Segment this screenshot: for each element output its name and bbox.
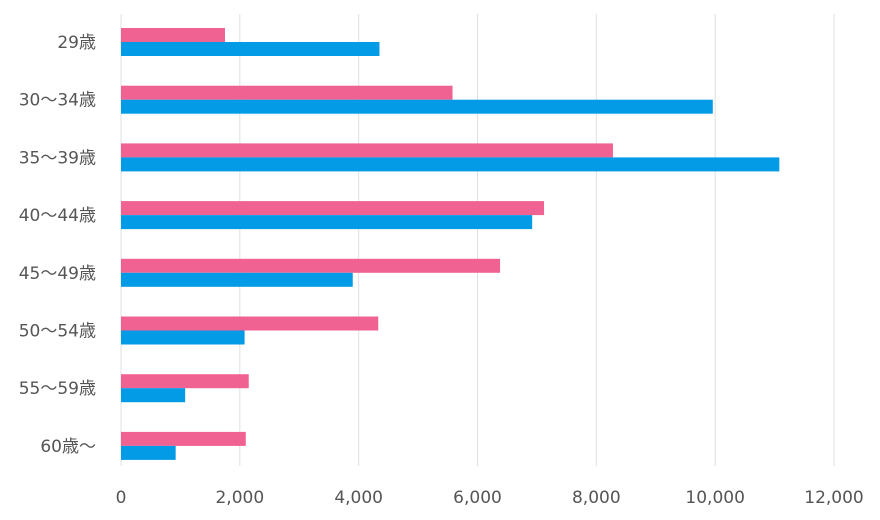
bar-series-2 xyxy=(121,157,780,172)
bar-series-2 xyxy=(121,272,353,287)
bar-series-1 xyxy=(121,258,501,273)
bar-series-1 xyxy=(121,374,249,389)
x-tick-label: 0 xyxy=(116,488,127,508)
grid-lines xyxy=(120,14,835,466)
bar-series-1 xyxy=(121,316,379,331)
bar-series-2 xyxy=(121,388,186,403)
bar-series-1 xyxy=(121,143,613,158)
bar-series-2 xyxy=(121,215,533,230)
bar-series-1 xyxy=(121,28,225,42)
x-tick-label: 4,000 xyxy=(334,488,383,508)
category-label: 40〜44歳 xyxy=(19,206,96,226)
category-label: 35〜39歳 xyxy=(19,148,96,168)
bar-series-1 xyxy=(121,85,453,100)
x-tick-label: 12,000 xyxy=(804,488,863,508)
x-tick-label: 6,000 xyxy=(453,488,502,508)
category-label: 55〜59歳 xyxy=(19,379,96,399)
bar-marks xyxy=(121,28,780,460)
x-tick-label: 8,000 xyxy=(572,488,621,508)
bar-series-1 xyxy=(121,201,545,216)
category-label: 29歳 xyxy=(57,33,96,53)
x-tick-label: 10,000 xyxy=(685,488,744,508)
category-label: 60歳〜 xyxy=(40,437,96,457)
bar-series-1 xyxy=(121,431,246,446)
bar-series-2 xyxy=(121,445,176,460)
category-labels: 29歳 30〜34歳 35〜39歳 40〜44歳 45〜49歳 50〜54歳 55〜59歳 6… xyxy=(19,33,96,457)
category-label: 50〜54歳 xyxy=(19,322,96,342)
bar-series-2 xyxy=(121,330,245,345)
x-axis-tick-labels: 0 2,000 4,000 6,000 8,000 10,000 12,000 xyxy=(116,488,864,508)
bar-series-2 xyxy=(121,99,713,114)
category-label: 30〜34歳 xyxy=(19,91,96,111)
x-tick-label: 2,000 xyxy=(215,488,264,508)
bar-series-2 xyxy=(121,42,380,56)
category-label: 45〜49歳 xyxy=(19,264,96,284)
